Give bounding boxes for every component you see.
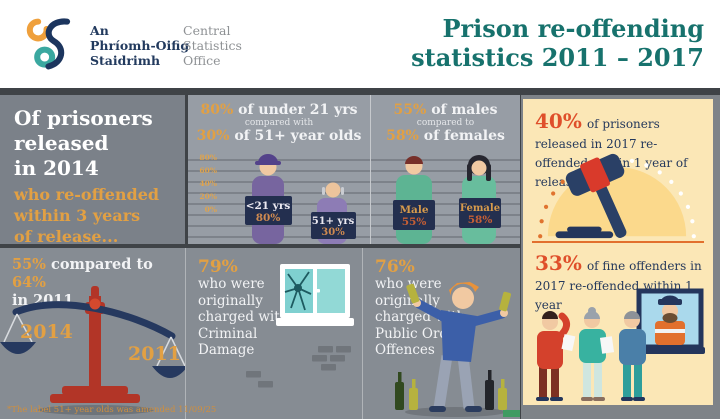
cso-logo-icon bbox=[26, 18, 71, 70]
svg-text:51+ yrs: 51+ yrs bbox=[312, 216, 355, 227]
person-woman-figure bbox=[579, 307, 615, 401]
panel-intro: Of prisoners released in 2014 who re-off… bbox=[0, 95, 185, 246]
person-red-figure bbox=[536, 311, 576, 401]
bricks-right bbox=[312, 346, 351, 371]
panel-gender: 55% of males compared to 58% of females … bbox=[371, 95, 520, 244]
svg-text:Male: Male bbox=[399, 204, 428, 216]
age-heading: 80% of under 21 yrs compared with 30% of… bbox=[196, 102, 362, 144]
svg-text:<21 yrs: <21 yrs bbox=[246, 200, 291, 212]
age-height-chart: 80% 60% 40% 20% 0% <21 yrs 80% 51+ yrs 30% bbox=[188, 150, 370, 244]
intro-heading: Of prisoners released in 2014 bbox=[14, 106, 153, 180]
criminal-pct: 79% bbox=[198, 257, 238, 277]
panel-age: 80% of under 21 yrs compared with 30% of… bbox=[188, 95, 371, 244]
intro-subheading: who re-offended within 3 years of releas… bbox=[14, 185, 160, 246]
page-title: Prison re-offending statistics 2011 – 20… bbox=[411, 14, 704, 72]
fine-pct: 33% bbox=[535, 251, 582, 275]
logo-text-english: Central Statistics Office bbox=[183, 23, 242, 68]
panel-yellow: 40% of prisoners released in 2017 re-off… bbox=[523, 99, 713, 405]
young-offender-figure: <21 yrs 80% bbox=[245, 154, 292, 244]
gender-figures-illustration: Male 55% Female 58% bbox=[392, 155, 501, 244]
female-figure: Female 58% bbox=[458, 155, 501, 244]
gender-heading: 55% of males compared to 58% of females bbox=[386, 102, 505, 144]
header: An Phríomh-Oifig Staidrimh Central Stati… bbox=[0, 0, 720, 88]
svg-text:58%: 58% bbox=[467, 214, 492, 226]
release1yr-pct: 40% bbox=[535, 109, 582, 133]
svg-text:55%: 55% bbox=[401, 216, 426, 228]
panel-public-order: 76% who were originally charged with Pub… bbox=[362, 248, 520, 419]
logo-text-irish: An Phríomh-Oifig Staidrimh bbox=[90, 23, 190, 68]
svg-text:2014: 2014 bbox=[20, 321, 73, 343]
svg-text:2011: 2011 bbox=[128, 343, 181, 365]
section-release-1yr: 40% of prisoners released in 2017 re-off… bbox=[523, 99, 713, 241]
gender-height-chart: Male 55% Female 58% bbox=[371, 150, 520, 244]
right-column: 40% of prisoners released in 2017 re-off… bbox=[521, 95, 720, 419]
age-axis-labels: 80% 60% 40% 20% 0% bbox=[199, 153, 217, 214]
section-fine-offenders: 33% of fine offenders in 2017 re-offende… bbox=[523, 243, 713, 405]
older-offender-figure: 51+ yrs 30% bbox=[311, 182, 356, 244]
panel-scales: 55% compared to 64% in 2011 2014 2011 *T… bbox=[0, 248, 216, 419]
broken-window-icon bbox=[276, 264, 354, 371]
publicorder-pct: 76% bbox=[375, 257, 415, 277]
svg-text:80%: 80% bbox=[256, 212, 281, 224]
queue-booth-illustration bbox=[536, 288, 705, 401]
yellow-divider bbox=[532, 241, 704, 243]
footnote: *The label 51+ year olds was amended 11/… bbox=[7, 405, 217, 415]
age-figures-illustration: <21 yrs 80% 51+ yrs 30% bbox=[245, 154, 356, 244]
person-blue-figure bbox=[619, 311, 646, 401]
scales-of-justice-icon: 2014 2011 bbox=[0, 286, 188, 415]
criminal-text: who were originally charged with Crimina… bbox=[198, 276, 289, 358]
bricks-left bbox=[246, 371, 273, 388]
fine-text: of fine offenders in 2017 re-offended wi… bbox=[535, 259, 702, 312]
svg-text:30%: 30% bbox=[321, 227, 345, 238]
male-figure: Male 55% bbox=[392, 156, 435, 244]
svg-text:Female: Female bbox=[459, 203, 499, 214]
officer-figure bbox=[655, 295, 685, 345]
panel-criminal-damage: 79% who were originally charged with Cri… bbox=[185, 248, 362, 419]
drunk-person-illustration bbox=[395, 282, 520, 417]
gavel-gauge-icon bbox=[538, 153, 696, 239]
